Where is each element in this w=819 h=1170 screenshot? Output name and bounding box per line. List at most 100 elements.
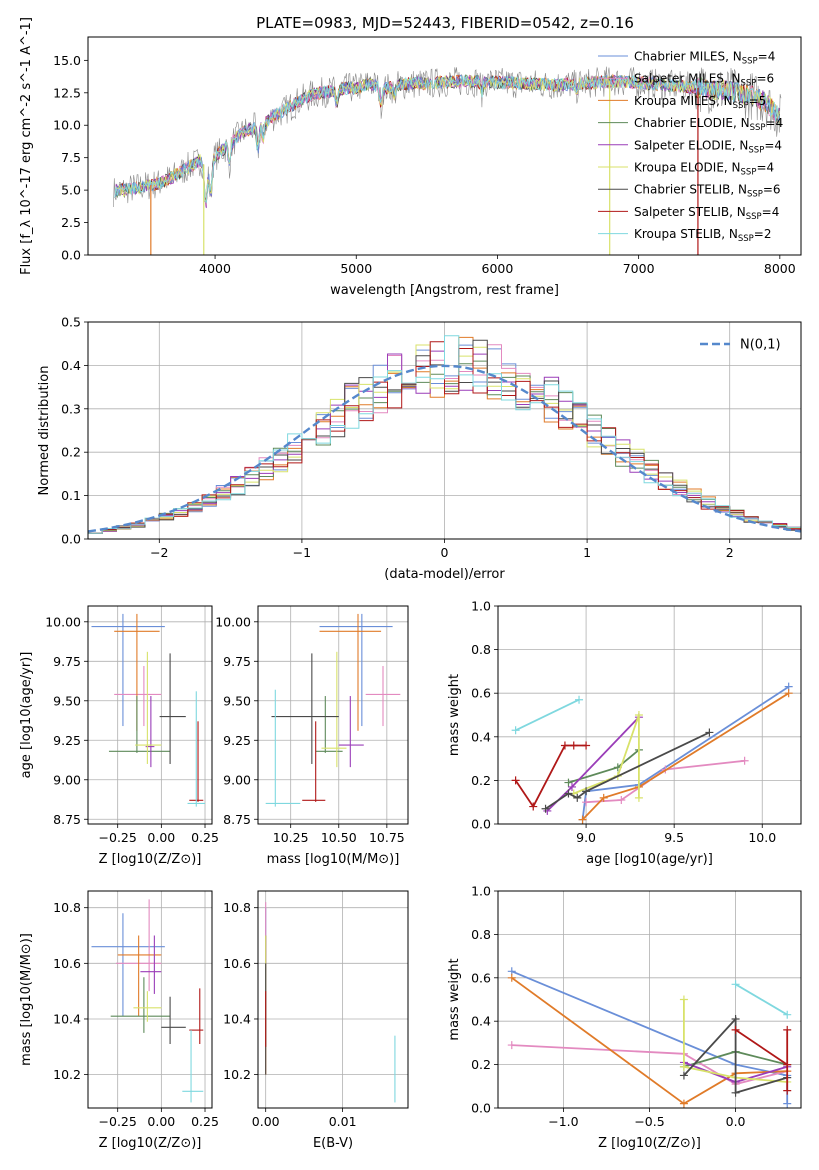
tick-label-x: 4000 — [199, 261, 231, 276]
tick-label-x: 0.00 — [147, 830, 175, 845]
plot-frame — [87, 605, 213, 825]
weight-marker-5 — [634, 793, 643, 802]
axis-label-x: Z [log10(Z/Z⊙)] — [99, 852, 202, 867]
tick-label-x: −1 — [293, 545, 311, 560]
weight-marker-2 — [507, 973, 516, 982]
tick-label-x: 10.25 — [273, 830, 309, 845]
weight-marker-2 — [578, 815, 587, 824]
axis-label-x: mass [log10(M/M⊙)] — [267, 852, 400, 867]
weight-marker-1 — [582, 798, 591, 807]
plot-area-age_vs_Z — [91, 613, 206, 807]
axis-label-x: (data-model)/error — [384, 567, 505, 582]
tick-label-x: 10.50 — [321, 830, 357, 845]
plot-area-age_vs_mass — [265, 613, 401, 807]
tick-label-x: 0.25 — [191, 1114, 219, 1129]
weight-marker-6 — [564, 789, 573, 798]
weight-marker-5 — [679, 1062, 688, 1071]
plot-area-weight_vs_age — [511, 682, 793, 824]
tick-label-y: 8.75 — [53, 812, 81, 827]
plot-frame — [87, 321, 802, 540]
tick-label-x: 0.00 — [252, 1114, 280, 1129]
axis-label-x: Z [log10(Z/Z⊙)] — [99, 1136, 202, 1151]
weight-line-8 — [735, 983, 788, 1016]
legend-label: Salpeter MILES, NSSP=6 — [634, 72, 774, 89]
weight-marker-7 — [560, 741, 569, 750]
axis-label-y: mass [log10(M/M⊙)] — [19, 933, 34, 1066]
legend-label: Chabrier STELIB, NSSP=6 — [634, 183, 781, 200]
plot-area-mass_vs_Z — [91, 899, 204, 1103]
tick-label-y: 8.75 — [223, 812, 251, 827]
axis-label-x: Z [log10(Z/Z⊙)] — [598, 1136, 701, 1151]
weight-line-5 — [683, 999, 788, 1083]
weight-marker-8 — [575, 695, 584, 704]
weight-marker-6 — [731, 1088, 740, 1097]
tick-label-y: 0.8 — [471, 927, 491, 942]
tick-label-y: 2.5 — [61, 215, 81, 230]
tick-label-y: 0.2 — [471, 1057, 491, 1072]
tick-label-y: 10.0 — [53, 118, 81, 133]
axis-label-x: E(B-V) — [313, 1136, 353, 1151]
legend-label: Chabrier MILES, NSSP=4 — [634, 50, 775, 67]
weight-marker-4 — [567, 782, 576, 791]
tick-label-y: 9.75 — [223, 654, 251, 669]
weight-marker-5 — [634, 711, 643, 719]
tick-label-y: 9.00 — [53, 772, 81, 787]
tick-label-x: 0.00 — [147, 1114, 175, 1129]
weight-line-2 — [511, 977, 788, 1105]
tick-label-y: 9.25 — [223, 733, 251, 748]
tick-label-x: 7000 — [623, 261, 655, 276]
tick-label-y: 0.4 — [471, 1014, 491, 1029]
plot-area-mass_vs_EBV — [265, 902, 396, 1103]
weight-marker-6 — [582, 787, 591, 796]
weight-marker-7 — [511, 776, 520, 785]
weight-marker-7 — [529, 802, 538, 811]
axis-label-y: age [log10(age/yr)] — [19, 652, 34, 779]
tick-label-y: 0.3 — [61, 401, 81, 416]
weight-line-8 — [515, 698, 580, 732]
panel-weight_vs_Z: −1.0 −0.5 0.0 0.0 0.2 0.4 0.6 0.8 1.0 Z [log10(Z/… — [447, 884, 802, 1151]
weight-line-1 — [511, 1044, 788, 1086]
tick-label-y: 10.4 — [53, 1011, 81, 1026]
plot-frame — [257, 605, 409, 825]
plot-area-spectrum — [113, 66, 782, 255]
legend-label: Chabrier ELODIE, NSSP=4 — [634, 116, 783, 133]
tick-label-y: 0.4 — [61, 358, 81, 373]
weight-marker-7 — [569, 741, 578, 750]
tick-label-x: −1.0 — [548, 1114, 578, 1129]
weight-marker-7 — [783, 1086, 792, 1095]
spectrum-legend: Chabrier MILES, NSSP=4 Salpeter MILES, NS… — [598, 50, 783, 244]
axis-label-y: mass weight — [447, 674, 462, 756]
weight-marker-5 — [679, 995, 688, 1004]
tick-label-x: 0.01 — [329, 1114, 357, 1129]
tick-label-y: 1.0 — [471, 599, 491, 614]
tick-label-y: 9.00 — [223, 772, 251, 787]
tick-label-x: 8000 — [764, 261, 796, 276]
weight-marker-8 — [511, 726, 520, 735]
tick-label-y: 10.2 — [223, 1067, 251, 1082]
model-fit-line-8 — [114, 75, 780, 204]
model-fit-line-5 — [114, 74, 780, 201]
tick-label-y: 0.0 — [471, 1101, 491, 1116]
tick-label-x: 9.0 — [576, 830, 596, 845]
tick-label-y: 0.0 — [61, 248, 81, 263]
tick-label-y: 9.50 — [223, 693, 251, 708]
tick-label-y: 10.8 — [223, 900, 251, 915]
tick-label-y: 9.75 — [53, 654, 81, 669]
tick-label-y: 1.0 — [471, 884, 491, 899]
tick-label-x: 2 — [726, 545, 734, 560]
tick-label-x: 1 — [583, 545, 591, 560]
tick-label-y: 9.25 — [53, 733, 81, 748]
panel-mass_vs_EBV: 0.00 0.01 10.2 10.4 10.6 10.8 E(B-V) — [223, 890, 409, 1151]
axis-label-x: age [log10(age/yr)] — [586, 852, 713, 867]
legend-label: Kroupa ELODIE, NSSP=4 — [634, 161, 774, 178]
tick-label-x: 0 — [441, 545, 449, 560]
panel-residuals: −2 −1 0 1 2 0.0 0.1 0.2 0.3 0.4 0.5 (data-model)/er… — [37, 315, 802, 582]
weight-marker-6 — [705, 728, 714, 737]
panel-spectrum: 4000 5000 6000 7000 8000 0.0 2.5 5.0 7.5 10.0 12.5… — [19, 17, 802, 298]
weight-marker-2 — [784, 689, 793, 698]
tick-label-y: 10.6 — [223, 956, 251, 971]
legend-label: Salpeter STELIB, NSSP=4 — [634, 205, 779, 222]
axis-label-y: Normed distribution — [37, 366, 52, 496]
legend-label: Kroupa MILES, NSSP=5 — [634, 94, 766, 111]
